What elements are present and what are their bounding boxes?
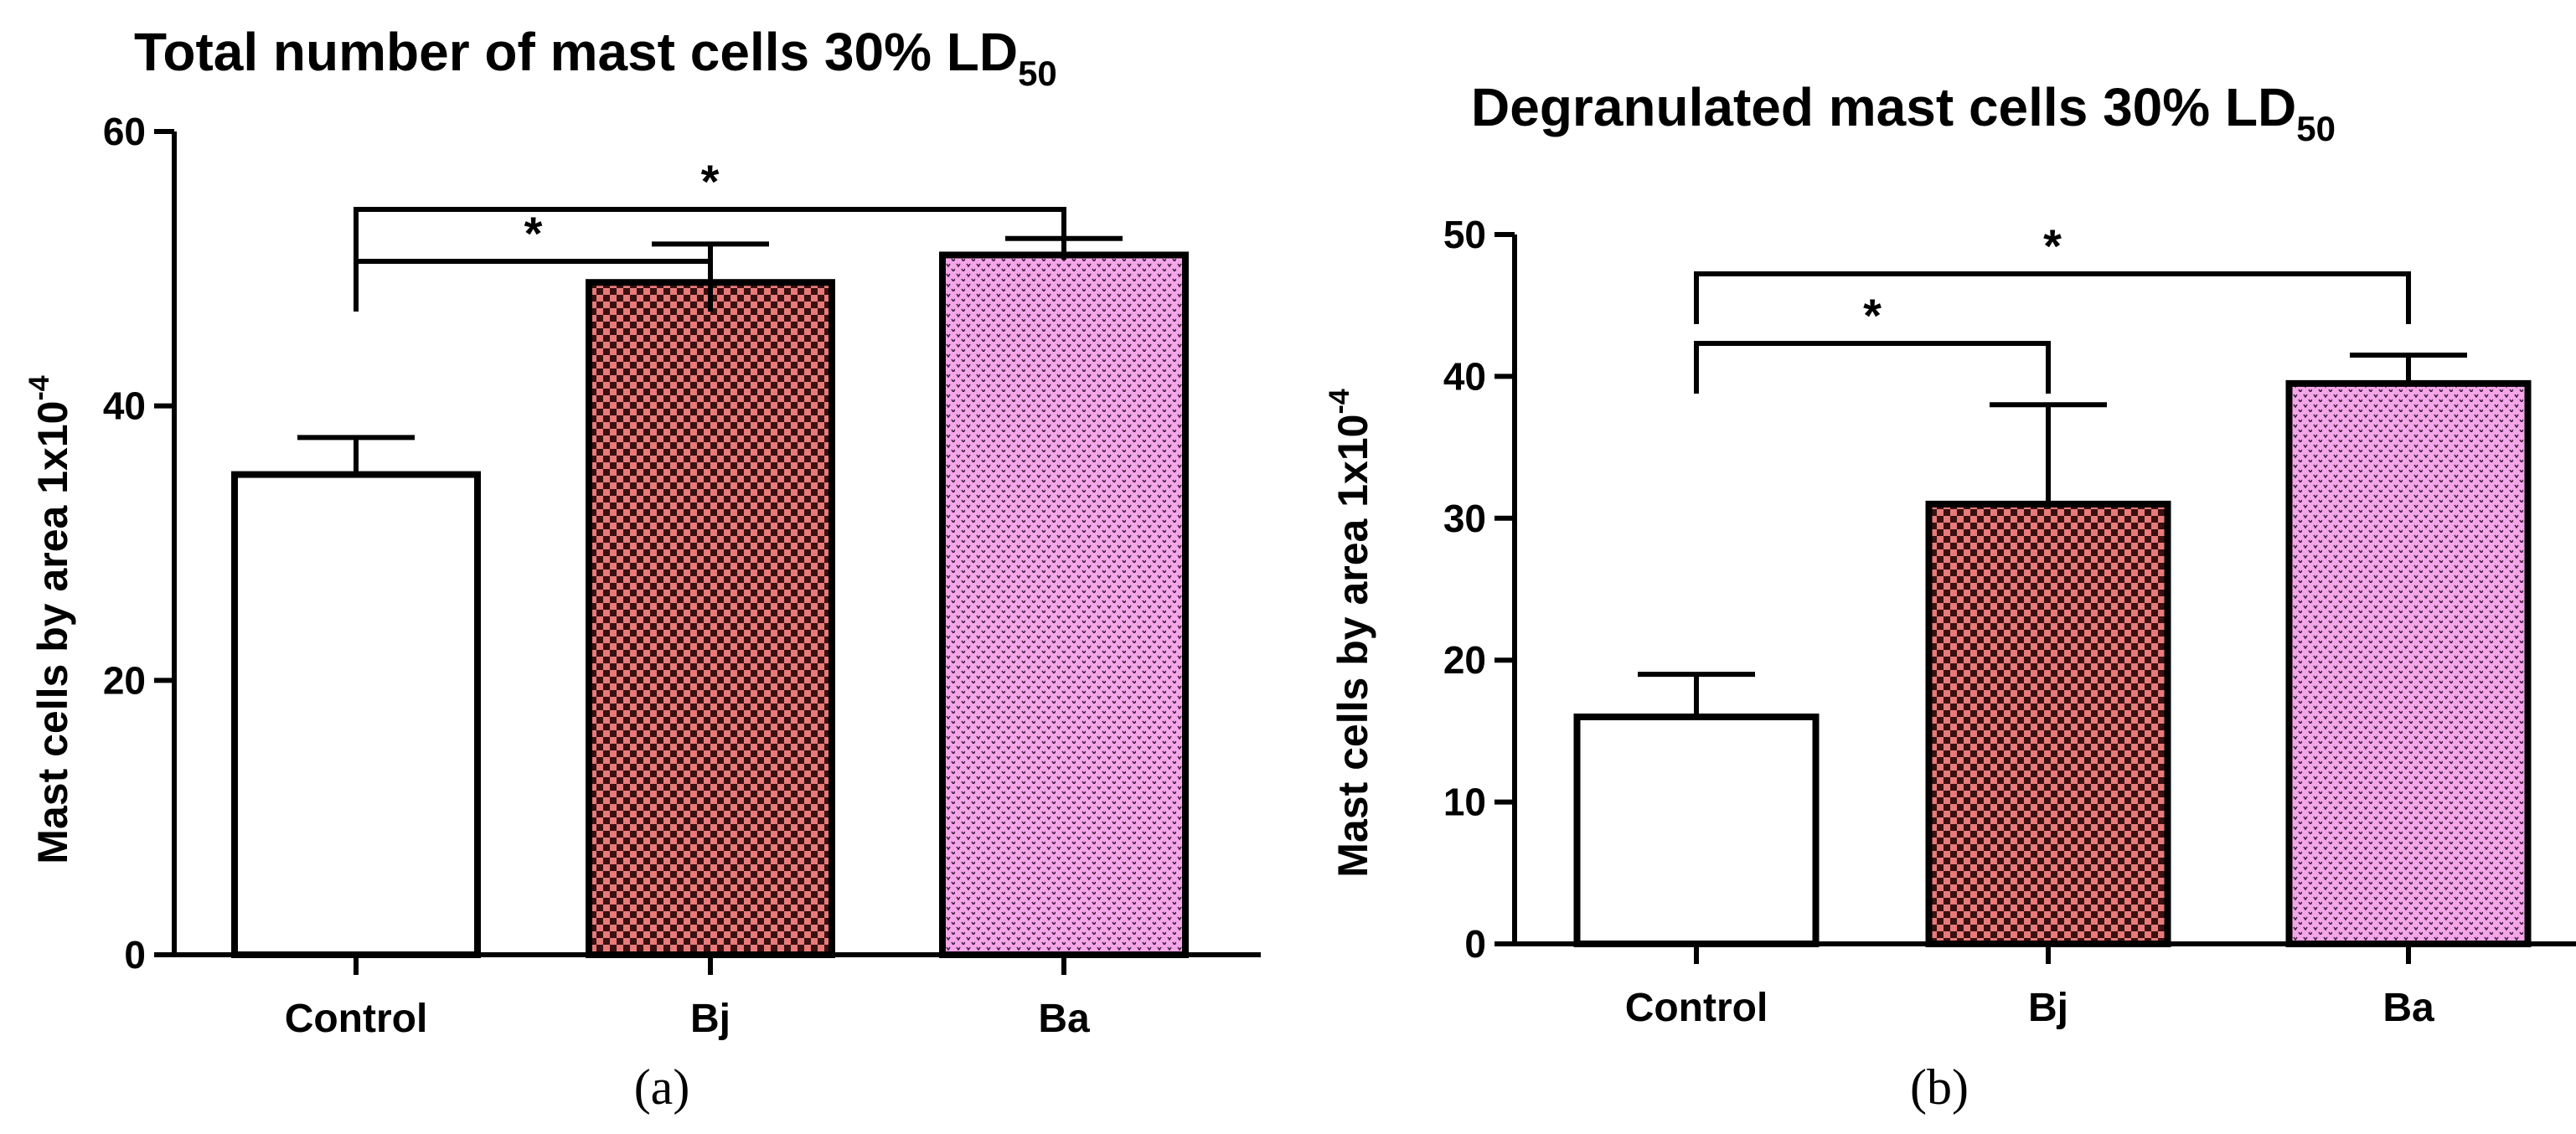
y-tick-label: 10 (1443, 781, 1486, 824)
significance-bracket (354, 259, 713, 312)
x-tick-label-control: Control (1625, 986, 1768, 1030)
bar-ba (939, 251, 1189, 958)
x-tick-label-ba: Ba (2382, 986, 2434, 1030)
chart-b-bars (1573, 352, 2532, 948)
x-tick-label-bj: Bj (2028, 986, 2068, 1030)
bar-bj (586, 279, 835, 958)
significance-star: * (2043, 219, 2062, 272)
y-tick-label: 0 (1464, 922, 1486, 966)
chart-b-ylabel: Mast cells by area 1x10-4 (1324, 389, 1376, 877)
significance-star: * (701, 155, 720, 208)
chart-a-ylabel: Mast cells by area 1x10-4 (23, 375, 76, 863)
y-tick-label: 30 (1443, 497, 1486, 540)
y-tick-label: 20 (103, 658, 146, 702)
significance-bracket (1694, 341, 2051, 394)
chart-b-title: Degranulated mast cells 30% LD50 (1471, 77, 2336, 148)
y-tick-label: 0 (124, 933, 146, 977)
significance-star: * (524, 207, 543, 260)
panel-label-a: (a) (634, 1059, 690, 1115)
x-tick-label-ba: Ba (1038, 997, 1090, 1041)
y-tick-label: 60 (103, 110, 146, 153)
bar-control (231, 471, 481, 958)
y-tick-label: 40 (1443, 354, 1486, 398)
chart-a: Total number of mast cells 30% LD50 Mast… (23, 22, 1261, 1115)
chart-b: Degranulated mast cells 30% LD50 Mast ce… (1324, 77, 2576, 1115)
chart-a-title: Total number of mast cells 30% LD50 (134, 22, 1057, 93)
significance-star: * (1863, 289, 1882, 342)
chart-a-significance: ** (354, 155, 1066, 312)
chart-a-bars (231, 235, 1189, 958)
panel-label-b: (b) (1910, 1059, 1969, 1115)
x-tick-label-control: Control (285, 997, 428, 1041)
bar-ba (2285, 379, 2532, 947)
x-tick-label-bj: Bj (690, 997, 730, 1041)
bar-bj (1925, 500, 2171, 947)
bar-control (1573, 713, 1820, 948)
chart-b-significance: ** (1694, 219, 2411, 394)
y-tick-label: 50 (1443, 213, 1486, 256)
significance-bracket (354, 207, 1066, 260)
significance-bracket (1694, 271, 2411, 324)
y-tick-label: 40 (103, 384, 146, 428)
y-tick-label: 20 (1443, 638, 1486, 682)
